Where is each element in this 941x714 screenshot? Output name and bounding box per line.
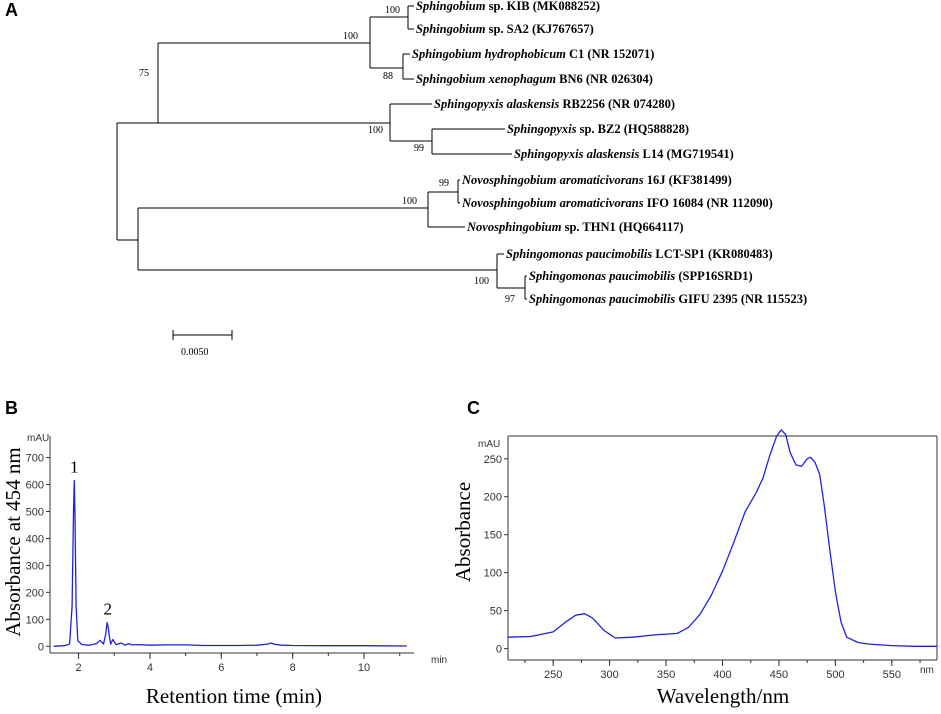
- taxon-label: Sphingobium sp. SA2 (KJ767657): [416, 22, 594, 36]
- chromatogram-x-axis-title: Retention time (min): [146, 684, 322, 708]
- series-line-chromatogram: [53, 479, 407, 647]
- panel-label-a: A: [5, 0, 18, 20]
- peak-label: 1: [70, 457, 79, 476]
- bootstrap-value: 100: [368, 125, 383, 136]
- spectrum-y-unit: mAU: [478, 439, 500, 450]
- y-tick-label: 250: [484, 454, 502, 466]
- y-tick-label: 500: [26, 506, 44, 518]
- taxon-label: Sphingopyxis sp. BZ2 (HQ588828): [507, 122, 689, 136]
- x-tick-label: 6: [218, 662, 224, 674]
- y-tick-label: 200: [484, 492, 502, 504]
- y-tick-label: 100: [484, 568, 502, 580]
- taxon-label: Novosphingobium aromaticivorans 16J (KF3…: [461, 173, 732, 187]
- taxa-labels: Sphingobium sp. KIB (MK088252) Sphingobi…: [412, 0, 807, 306]
- taxon-label: Sphingobium xenophagum BN6 (NR 026304): [416, 72, 653, 86]
- peak-label: 2: [104, 600, 113, 619]
- y-tick-label: 200: [26, 587, 44, 599]
- spectrum-y-axis-title: Absorbance: [451, 482, 475, 582]
- x-tick-label: 2: [75, 662, 81, 674]
- y-tick-label: 700: [26, 453, 44, 465]
- y-tick-label: 100: [26, 614, 44, 626]
- y-tick-label: 50: [490, 606, 502, 618]
- spectrum-x-unit: nm: [920, 665, 934, 676]
- taxon-label: Novosphingobium aromaticivorans IFO 1608…: [461, 196, 773, 210]
- y-tick-label: 0: [38, 641, 44, 653]
- x-tick-label: 350: [657, 669, 675, 681]
- chromatogram-y-unit: mAU: [27, 433, 49, 444]
- bootstrap-values: 100 100 88 75 100 99 99 100 100 97: [139, 5, 515, 305]
- x-tick-label: 8: [290, 662, 296, 674]
- phylogenetic-tree: [116, 5, 527, 340]
- bootstrap-value: 97: [505, 294, 515, 305]
- y-tick-label: 150: [484, 530, 502, 542]
- bootstrap-value: 100: [402, 196, 417, 207]
- x-tick-label: 300: [600, 669, 618, 681]
- series-line-spectrum: [507, 429, 937, 647]
- spectrum-chart: 0 50 100 150 200 250 250 300 350 400 450 500 550: [484, 429, 938, 681]
- x-tick-label: 550: [883, 669, 901, 681]
- taxon-label: Sphingopyxis alaskensis L14 (MG719541): [514, 147, 734, 161]
- spectrum-x-axis-title: Wavelength/nm: [657, 684, 789, 708]
- panel-label-b: B: [5, 398, 18, 418]
- taxon-label: Novosphingobium sp. THN1 (HQ664117): [466, 220, 683, 234]
- bootstrap-value: 99: [414, 143, 424, 154]
- bootstrap-value: 88: [383, 71, 393, 82]
- taxon-label: Sphingomonas paucimobilis GIFU 2395 (NR …: [529, 292, 807, 306]
- x-tick-label: 4: [147, 662, 153, 674]
- taxon-label: Sphingobium hydrophobicum C1 (NR 152071): [412, 47, 654, 61]
- chromatogram-y-axis-title: Absorbance at 454 nm: [1, 447, 25, 637]
- bootstrap-value: 100: [343, 31, 358, 42]
- x-tick-label: 450: [770, 669, 788, 681]
- y-tick-label: 600: [26, 480, 44, 492]
- x-tick-label: 400: [713, 669, 731, 681]
- taxon-label: Sphingomonas paucimobilis (SPP16SRD1): [529, 269, 753, 283]
- taxon-label: Sphingopyxis alaskensis RB2256 (NR 07428…: [434, 97, 675, 111]
- y-tick-label: 0: [496, 644, 502, 656]
- bootstrap-value: 99: [439, 178, 449, 189]
- panel-label-c: C: [467, 398, 480, 418]
- x-tick-label: 250: [544, 669, 562, 681]
- bootstrap-value: 75: [139, 68, 149, 79]
- taxon-label: Sphingobium sp. KIB (MK088252): [416, 0, 600, 13]
- y-tick-label: 400: [26, 533, 44, 545]
- bootstrap-value: 100: [385, 5, 400, 16]
- x-tick-label: 500: [826, 669, 844, 681]
- x-tick-label: 10: [358, 662, 370, 674]
- y-tick-label: 300: [26, 560, 44, 572]
- taxon-label: Sphingomonas paucimobilis LCT-SP1 (KR080…: [506, 247, 773, 261]
- chromatogram-x-unit: min: [431, 655, 447, 666]
- scale-bar-label: 0.0050: [181, 347, 209, 358]
- bootstrap-value: 100: [474, 276, 489, 287]
